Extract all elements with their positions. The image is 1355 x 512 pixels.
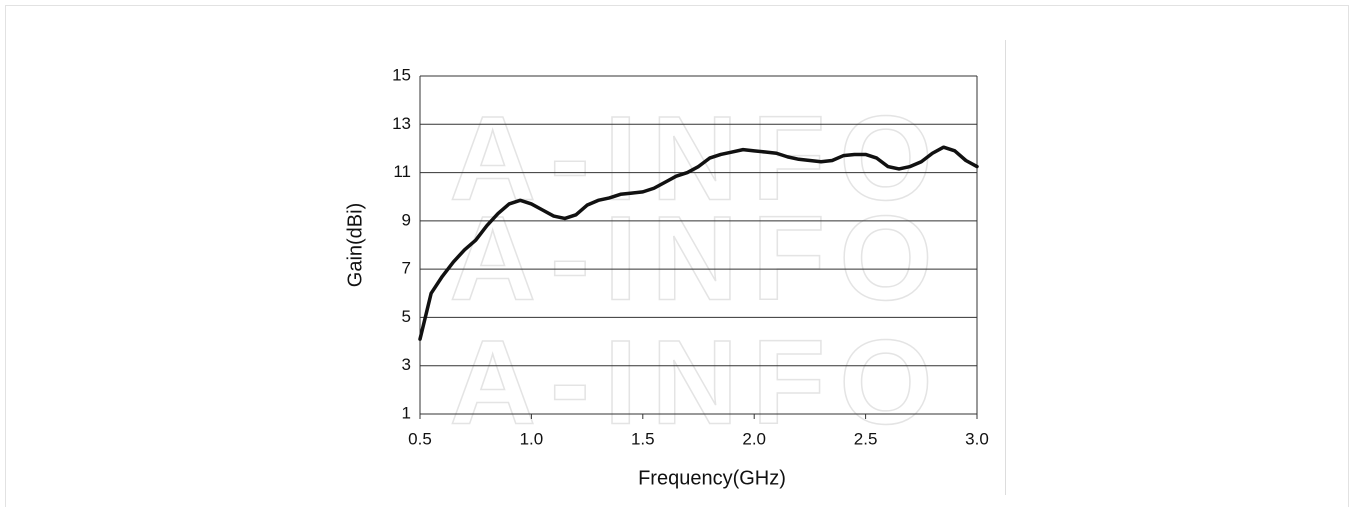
x-tick-label: 0.5 [408, 429, 432, 448]
y-tick-label: 7 [402, 259, 411, 278]
y-tick-label: 5 [402, 307, 411, 326]
watermark: A-INFO [449, 192, 946, 326]
y-tick-label: 9 [402, 210, 411, 229]
x-tick-label: 2.0 [742, 429, 766, 448]
y-tick-label: 1 [402, 403, 411, 422]
x-tick-label: 2.5 [854, 429, 878, 448]
x-tick-label: 1.5 [631, 429, 655, 448]
watermark: A-INFO [449, 316, 946, 450]
x-tick-label: 3.0 [965, 429, 989, 448]
y-tick-label: 11 [393, 162, 411, 181]
x-tick-label: 1.0 [520, 429, 544, 448]
y-tick-label: 13 [392, 114, 411, 133]
line-series [418, 145, 979, 341]
y-tick-label: 15 [392, 65, 411, 84]
x-axis-label: Frequency(GHz) [638, 467, 786, 489]
y-axis-label: Gain(dBi) [344, 203, 366, 287]
y-tick-label: 3 [402, 355, 411, 374]
frame [5, 5, 1349, 512]
